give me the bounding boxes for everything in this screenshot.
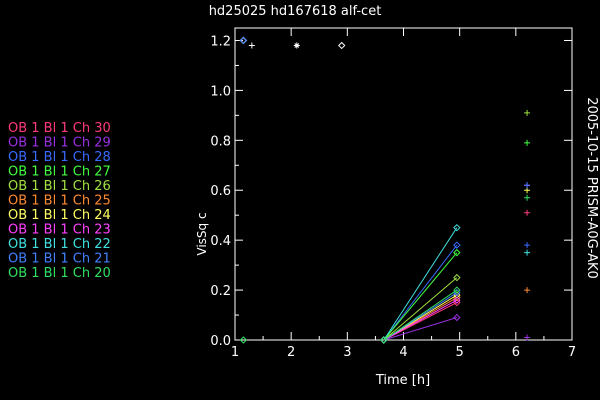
series-8 [239,36,531,344]
y-tick-label: 0.2 [210,284,231,299]
data-point [524,182,531,189]
series-5 [239,36,531,344]
data-point [453,296,461,304]
data-point [380,336,388,344]
y-tick-label: 0.8 [210,134,231,149]
reference-point [338,41,346,50]
x-tick-label: 4 [399,345,407,360]
data-point [453,248,461,257]
data-point [453,241,461,249]
series-10 [239,36,531,344]
x-tick-label: 3 [343,345,351,360]
data-point [453,286,461,294]
chart-title: hd25025 hd167618 alf-cet [209,4,382,19]
x-tick-label: 7 [568,345,576,360]
y-tick-label: 1.0 [210,84,231,99]
reference-point [248,42,255,49]
legend-entry: OB 1 Bl 1 Ch 29 [8,136,111,151]
x-tick-label: 5 [456,345,464,360]
y-tick-label: 1.2 [210,34,231,49]
x-tick-label: 6 [512,345,520,360]
legend-entry: OB 1 Bl 1 Ch 28 [8,150,111,165]
series-2 [239,36,531,344]
data-point [524,139,531,146]
series-layer [239,36,531,344]
series-6 [239,36,531,344]
legend-entry: OB 1 Bl 1 Ch 21 [8,252,111,267]
legend-entry: OB 1 Bl 1 Ch 25 [8,194,111,209]
data-point [239,336,248,344]
data-point [524,194,531,201]
x-tick-label: 2 [287,345,295,360]
series-line [383,227,458,341]
x-axis-label: Time [h] [375,373,430,388]
series-4 [239,36,531,344]
series-line [383,317,458,341]
data-point [239,36,248,45]
reference-points [248,41,346,50]
legend-entry: OB 1 Bl 1 Ch 20 [8,266,111,281]
data-point [524,209,531,216]
legend-entry: OB 1 Bl 1 Ch 30 [8,121,111,136]
series-9 [239,36,531,344]
series-7 [239,36,531,344]
y-tick-label: 0.0 [210,334,231,349]
series-line [383,244,458,341]
data-point [524,287,531,294]
legend-entry: OB 1 Bl 1 Ch 27 [8,165,111,180]
axis-ticks: 1 2 3 4 5 6 7 0.0 0.2 0.4 0.6 0.8 1.0 1.2 [210,28,576,360]
series-line [383,299,458,341]
y-axis-label: VisSq c [195,212,209,255]
legend-entry: OB 1 Bl 1 Ch 24 [8,208,111,223]
legend-entry: OB 1 Bl 1 Ch 26 [8,179,111,194]
series-line [383,252,458,341]
data-point [524,109,531,116]
data-point [524,249,531,256]
series-line [383,277,458,341]
plot-frame [234,27,573,341]
x-tick-label: 1 [231,345,239,360]
legend-entry: OB 1 Bl 1 Ch 23 [8,223,111,238]
observation-label: 2005-10-15 PRISM-A0G-AK0 [584,97,599,279]
data-point [453,313,461,322]
series-3 [239,36,531,344]
series-line [383,289,458,341]
legend-entry: OB 1 Bl 1 Ch 22 [8,237,111,252]
data-point [453,223,461,232]
y-tick-label: 0.6 [210,184,231,199]
data-point [453,273,461,282]
data-point [524,334,531,341]
series-11 [239,194,531,344]
y-tick-label: 0.4 [210,234,231,249]
reference-point [293,42,300,49]
series-1 [239,36,531,344]
data-point [524,242,531,249]
